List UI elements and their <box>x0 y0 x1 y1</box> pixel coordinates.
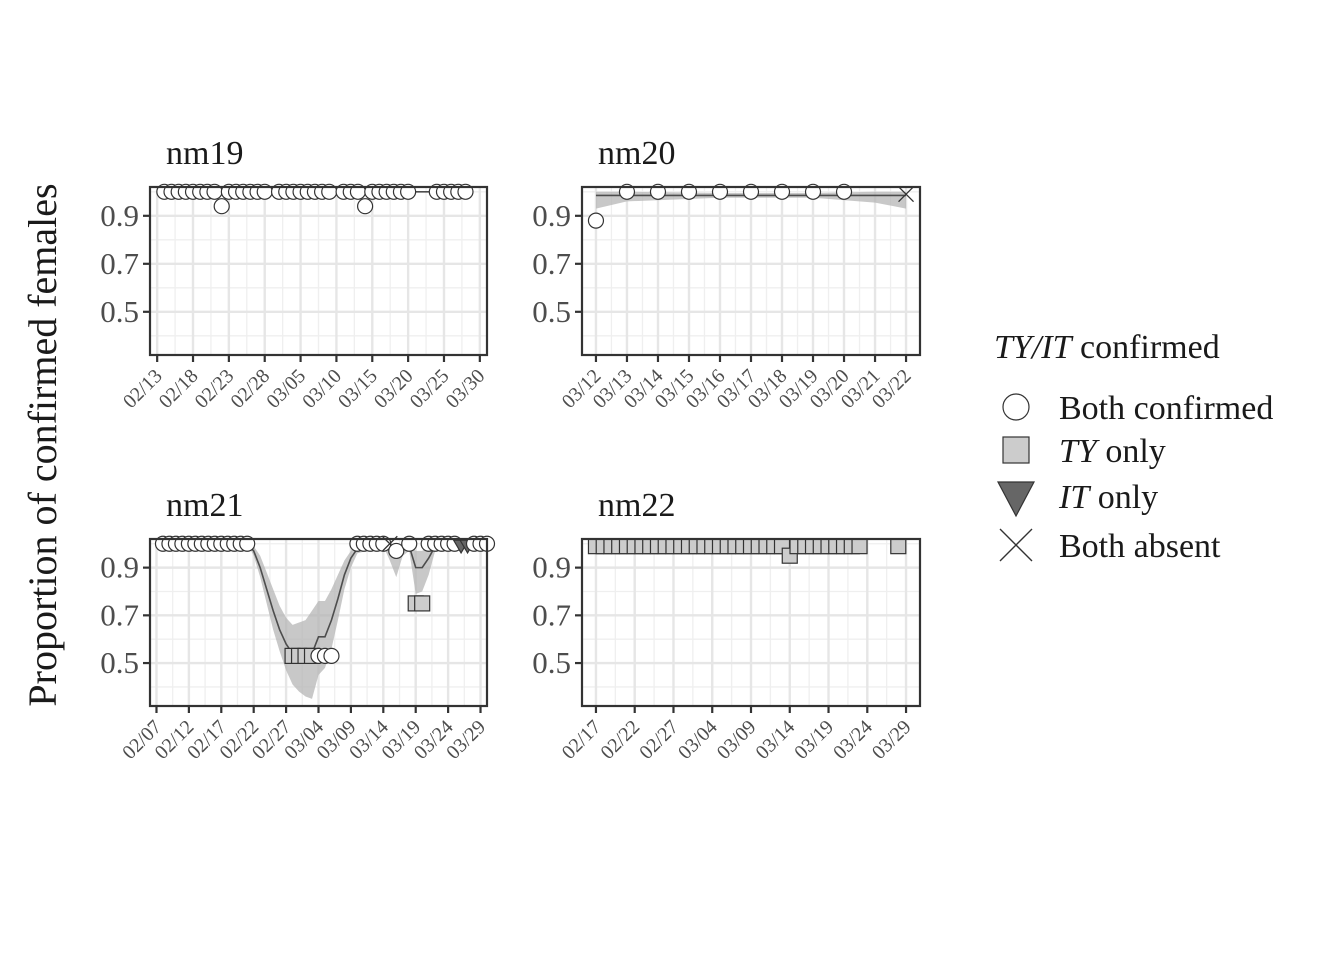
legend-item-it: IT only <box>997 479 1158 518</box>
y-tick-label: 0.7 <box>100 246 139 281</box>
x-tick-label: 03/30 <box>442 365 490 413</box>
legend-key-circle-icon <box>1002 393 1030 421</box>
x-tick-label: 03/09 <box>713 716 761 764</box>
trend-line <box>162 542 488 655</box>
y-tick-label: 0.9 <box>532 198 571 233</box>
legend: TY/IT confirmed Both confirmed TY only IT … <box>994 329 1273 565</box>
panels: nm190.50.70.902/1302/1802/2302/2803/0503… <box>100 135 922 764</box>
panel-title: nm20 <box>598 135 675 172</box>
data-points <box>587 538 907 564</box>
x-tick-label: 03/05 <box>262 365 310 413</box>
legend-key-triangle-icon <box>997 481 1035 518</box>
legend-title: TY/IT confirmed <box>994 329 1220 366</box>
legend-label: Both absent <box>1059 528 1221 565</box>
y-tick-label: 0.5 <box>100 294 139 329</box>
panel-frame <box>148 185 489 357</box>
x-tick-label: 03/14 <box>752 716 800 764</box>
x-tick-label: 03/20 <box>370 365 418 413</box>
panel-nm22: nm220.50.70.902/1702/2202/2703/0403/0903… <box>532 487 922 764</box>
y-tick-label: 0.7 <box>532 597 571 632</box>
legend-label: TY only <box>1059 433 1166 470</box>
y-tick-label: 0.7 <box>532 246 571 281</box>
y-tick-label: 0.9 <box>532 550 571 585</box>
x-tick-label: 03/29 <box>442 716 490 764</box>
y-tick-label: 0.9 <box>100 550 139 585</box>
x-tick-label: 03/19 <box>790 716 838 764</box>
x-tick-label: 02/28 <box>226 365 274 413</box>
data-point-both <box>213 198 230 215</box>
data-point-both <box>323 647 340 665</box>
legend-label: Both confirmed <box>1059 390 1273 427</box>
x-tick-label: 03/29 <box>868 716 916 764</box>
data-point-both <box>587 212 605 229</box>
data-point-both <box>357 198 374 215</box>
data-point-none <box>898 186 915 203</box>
x-tick-label: 02/23 <box>191 365 239 413</box>
x-tick-label: 02/22 <box>596 716 644 764</box>
grid <box>582 539 920 706</box>
y-axis-title: Proportion of confirmed females <box>20 183 65 706</box>
data-point-ty <box>414 595 431 612</box>
panel-nm21: nm210.50.70.902/0702/1202/1702/2202/2703… <box>100 487 496 764</box>
legend-key-square-icon <box>1002 436 1030 464</box>
x-tick-label: 02/13 <box>119 365 167 413</box>
x-tick-label: 03/15 <box>334 365 382 413</box>
x-tick-label: 03/24 <box>829 716 877 764</box>
x-tick-label: 03/25 <box>406 365 454 413</box>
x-tick-label: 02/18 <box>155 365 203 413</box>
legend-label: IT only <box>1058 479 1158 516</box>
data-point-ty <box>851 538 868 555</box>
data-point-ty <box>890 538 907 555</box>
y-tick-label: 0.5 <box>532 294 571 329</box>
grid <box>150 187 487 355</box>
grid <box>582 187 920 355</box>
legend-item-none: Both absent <box>999 528 1221 565</box>
data-point-both <box>388 542 405 560</box>
legend-item-ty: TY only <box>1002 433 1166 470</box>
panel-title: nm22 <box>598 487 675 524</box>
legend-item-both: Both confirmed <box>1002 390 1273 427</box>
x-tick-label: 03/10 <box>298 365 346 413</box>
panel-nm19: nm190.50.70.902/1302/1802/2302/2803/0503… <box>100 135 489 413</box>
panel-title: nm19 <box>166 135 243 172</box>
x-tick-label: 02/27 <box>635 716 683 764</box>
x-tick-label: 02/17 <box>558 716 606 764</box>
y-tick-label: 0.9 <box>100 198 139 233</box>
y-tick-label: 0.5 <box>532 645 571 680</box>
x-tick-label: 03/04 <box>674 716 722 764</box>
panel-nm20: nm200.50.70.903/1203/1303/1403/1503/1603… <box>532 135 922 413</box>
y-tick-label: 0.7 <box>100 597 139 632</box>
panel-title: nm21 <box>166 487 243 524</box>
legend-key-cross-icon <box>999 528 1033 562</box>
y-tick-label: 0.5 <box>100 645 139 680</box>
